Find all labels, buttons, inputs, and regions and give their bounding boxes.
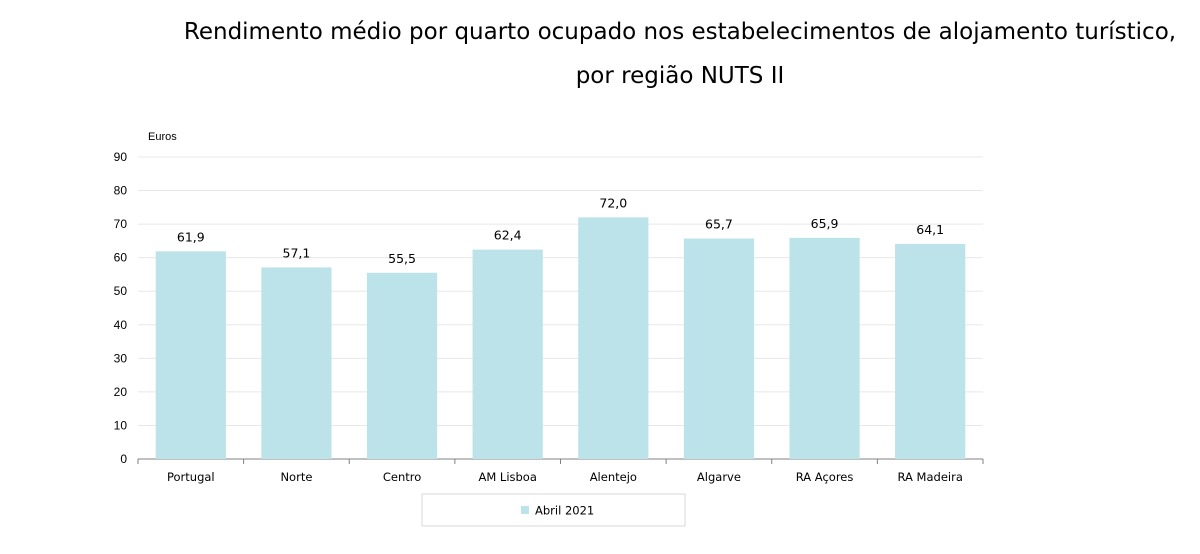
data-label: 57,1 [283,245,311,260]
legend-box [421,493,686,527]
x-tick-label: RA Madeira [898,470,963,484]
y-tick-label: 0 [120,452,127,466]
x-tick-label: Centro [383,470,421,484]
data-label: 61,9 [177,229,205,244]
bar [261,267,332,459]
y-tick-label: 60 [114,251,128,265]
data-label: 65,7 [705,217,733,232]
bar [578,217,649,459]
chart-title-line-1: Rendimento médio por quarto ocupado nos … [183,19,1177,45]
data-label: 62,4 [494,228,522,243]
data-label: 64,1 [916,222,944,237]
x-tick-label: Algarve [697,470,741,484]
bar [155,251,226,459]
bars [155,217,966,459]
y-tick-label: 10 [114,418,128,432]
legend: Abril 2021 [421,493,686,527]
bar [683,238,755,459]
data-label: 72,0 [599,195,627,210]
y-tick-label: 90 [114,150,128,164]
y-tick-label: 20 [114,385,128,399]
bar [472,249,543,459]
legend-swatch [521,506,529,514]
data-label: 55,5 [388,251,416,266]
y-tick-label: 40 [114,318,128,332]
y-tick-label: 50 [114,284,128,298]
y-tick-label: 70 [114,217,128,231]
x-tick-label: Portugal [167,470,215,484]
data-label: 65,9 [811,216,839,231]
x-tick-label: RA Açores [796,470,854,484]
chart-title-line-2: por região NUTS II [575,63,785,89]
x-tick-label: Norte [280,470,312,484]
legend-label: Abril 2021 [535,504,594,518]
x-tick-label: Alentejo [590,470,637,484]
bar [789,237,860,459]
y-tick-label: 80 [114,184,128,198]
data-labels: 61,9 57,1 55,5 62,4 72,0 65,7 65,9 64,1 [177,195,944,265]
y-tick-label: 30 [114,351,128,365]
y-axis-unit-label: Euros [148,131,177,143]
chart-title: Rendimento médio por quarto ocupado nos … [120,10,1200,98]
bar [895,243,966,459]
bar [366,272,438,459]
x-tick-label: AM Lisboa [478,470,536,484]
